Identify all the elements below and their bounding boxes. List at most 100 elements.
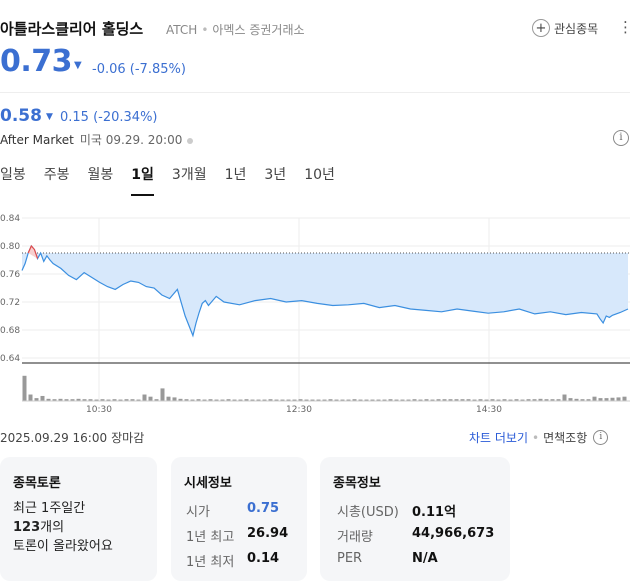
volume-bar bbox=[364, 399, 369, 401]
per-label: PER bbox=[337, 551, 363, 566]
open-value: 0.75 bbox=[247, 501, 280, 516]
volume-bar bbox=[520, 399, 525, 401]
volume-bar bbox=[436, 399, 441, 401]
discussion-text: 최근 1주일간 123개의 토론이 올라왔어요 bbox=[13, 499, 113, 556]
info-icon[interactable]: i bbox=[593, 430, 609, 445]
tab-weekly[interactable]: 주봉 bbox=[43, 167, 70, 183]
volume-bar bbox=[154, 399, 159, 401]
volume-bar bbox=[424, 399, 429, 401]
after-market-time: 미국 09.29. 20:00 bbox=[79, 133, 183, 147]
discussion-card[interactable]: 종목토론 최근 1주일간 123개의 토론이 올라왔어요 bbox=[0, 457, 157, 581]
volume-bar bbox=[190, 399, 195, 401]
volume-bar bbox=[406, 399, 411, 401]
stock-info-card[interactable]: 종목정보 시총(USD) 0.11억 거래량 44,966,673 PER N/A bbox=[320, 457, 510, 581]
chart-links: 차트 더보기 • 면책조항 i bbox=[469, 429, 609, 446]
volume-bar bbox=[52, 399, 57, 401]
volume-bar bbox=[58, 398, 63, 401]
disclaimer-link[interactable]: 면책조항 bbox=[543, 431, 588, 445]
volume-bar bbox=[538, 398, 543, 401]
volume-bar bbox=[34, 398, 39, 401]
volume-bar bbox=[550, 399, 555, 401]
ticker-exchange: ATCH • 아멕스 증권거래소 bbox=[166, 21, 305, 38]
volume-bar bbox=[100, 399, 105, 401]
tab-10years[interactable]: 10년 bbox=[304, 167, 335, 183]
intraday-chart[interactable]: 0.84 0.80 0.76 0.72 0.68 0.64 10:30 12:30 14:30 bbox=[0, 205, 630, 417]
current-price: 0.73 bbox=[0, 44, 73, 79]
volume-bar bbox=[574, 398, 579, 401]
stock-info-title: 종목정보 bbox=[333, 476, 381, 491]
y-tick-label: 0.84 bbox=[0, 214, 20, 224]
volume-bar bbox=[46, 398, 51, 401]
price-change-pct: (-7.85%) bbox=[129, 62, 186, 77]
volume-bar bbox=[298, 399, 303, 401]
volume-bar bbox=[76, 398, 81, 401]
volume-bar bbox=[370, 399, 375, 401]
volume-bar bbox=[490, 399, 495, 401]
volume-bar bbox=[352, 399, 357, 401]
volume-bar bbox=[568, 398, 573, 401]
info-icon[interactable]: i bbox=[613, 130, 629, 146]
tab-monthly[interactable]: 월봉 bbox=[87, 167, 114, 183]
volume-bar bbox=[430, 399, 435, 401]
price-change: -0.06 (-7.85%) bbox=[92, 62, 186, 77]
volume-bar bbox=[118, 399, 123, 401]
divider bbox=[0, 92, 630, 93]
after-market-title: After Market bbox=[0, 133, 74, 147]
stock-name: 아틀라스클리어 홀딩스 bbox=[0, 20, 144, 38]
volume-bar bbox=[226, 399, 231, 401]
volume-bar bbox=[580, 399, 585, 401]
market-info-card[interactable]: 시세정보 시가 0.75 1년 최고 26.94 1년 최저 0.14 bbox=[171, 457, 307, 581]
after-market-change: 0.15 (-20.34%) bbox=[60, 110, 158, 125]
volume-bar bbox=[328, 399, 333, 401]
volume-bar bbox=[286, 399, 291, 401]
volume-bar bbox=[256, 399, 261, 401]
volume-bar bbox=[544, 399, 549, 401]
tab-3years[interactable]: 3년 bbox=[264, 167, 287, 183]
volume-bar bbox=[484, 399, 489, 401]
volume-bar bbox=[472, 399, 477, 401]
after-market-label: After Market 미국 09.29. 20:00 bbox=[0, 131, 194, 148]
market-date: 2025.09.29 16:00 bbox=[0, 431, 108, 445]
volume-bar bbox=[232, 399, 237, 401]
year-high-value: 26.94 bbox=[247, 526, 289, 541]
volume-bar bbox=[160, 388, 165, 401]
volume-bar bbox=[592, 396, 597, 401]
tab-1year[interactable]: 1년 bbox=[224, 167, 247, 183]
year-low-row: 1년 최저 0.14 bbox=[186, 551, 279, 570]
volume-bar bbox=[70, 399, 75, 401]
volume-bar bbox=[172, 397, 177, 401]
volume-bar bbox=[94, 399, 99, 401]
volume-bar bbox=[382, 399, 387, 401]
volume-bar bbox=[136, 399, 141, 401]
volume-bar bbox=[532, 399, 537, 401]
volume-bar bbox=[466, 399, 471, 401]
volume-row: 거래량 44,966,673 bbox=[337, 526, 494, 545]
volume-bar bbox=[40, 395, 45, 401]
year-high-label: 1년 최고 bbox=[186, 530, 235, 545]
tab-3months[interactable]: 3개월 bbox=[171, 167, 207, 183]
volume-bar bbox=[598, 398, 603, 401]
volume-bar bbox=[130, 399, 135, 401]
volume-bar bbox=[244, 399, 249, 401]
chart-more-link[interactable]: 차트 더보기 bbox=[469, 431, 529, 445]
down-arrow-icon: ▼ bbox=[46, 112, 53, 122]
volume-bar bbox=[478, 399, 483, 401]
after-market-price: 0.58 bbox=[0, 106, 42, 126]
add-favorite-button[interactable]: + 관심종목 bbox=[532, 19, 598, 37]
volume-bar bbox=[400, 399, 405, 401]
volume-bar bbox=[106, 399, 111, 401]
volume-bar bbox=[526, 399, 531, 401]
volume-bar bbox=[616, 397, 621, 401]
tab-daily[interactable]: 일봉 bbox=[0, 167, 26, 183]
volume-bar bbox=[262, 399, 267, 401]
volume-bar bbox=[442, 399, 447, 401]
volume-bar bbox=[418, 399, 423, 401]
market-status: 2025.09.29 16:00 장마감 bbox=[0, 429, 144, 446]
volume-bar bbox=[340, 399, 345, 401]
discussion-count-suffix: 개의 bbox=[40, 520, 65, 535]
volume-bar bbox=[274, 399, 279, 401]
more-menu-icon[interactable]: ⋮ bbox=[618, 18, 630, 36]
tab-1day[interactable]: 1일 bbox=[131, 164, 154, 196]
volume-bar bbox=[388, 399, 393, 401]
market-status-label: 장마감 bbox=[111, 431, 145, 445]
